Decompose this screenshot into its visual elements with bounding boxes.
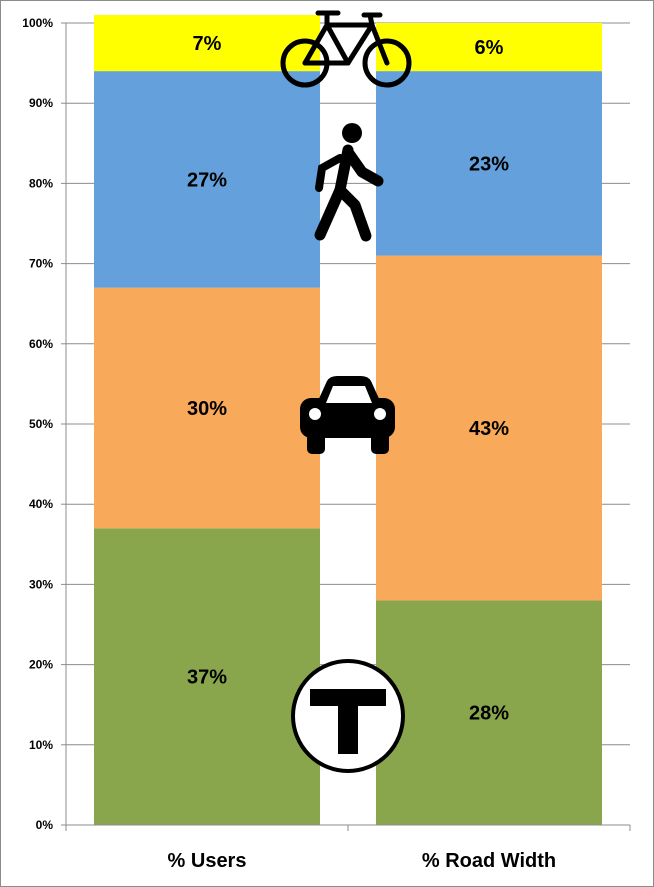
data-label: 6% — [475, 37, 504, 59]
pedestrian-icon — [314, 123, 384, 242]
data-label: 43% — [469, 418, 509, 440]
car-icon — [300, 376, 395, 454]
bar-segment-transit-t — [376, 600, 602, 825]
y-tick-label: 20% — [29, 658, 53, 672]
data-label: 7% — [193, 33, 222, 55]
y-tick-label: 80% — [29, 176, 53, 190]
category-label: % Road Width — [422, 850, 556, 872]
mode-icons — [280, 10, 412, 773]
y-tick-label: 60% — [29, 337, 53, 351]
y-tick-label: 50% — [29, 417, 53, 431]
bar-segment-pedestrian — [376, 71, 602, 256]
bar-segment-pedestrian — [94, 71, 320, 288]
y-tick-label: 70% — [29, 257, 53, 271]
data-label: 37% — [187, 667, 227, 689]
bars — [94, 14, 602, 825]
bar-segment-transit-t — [94, 528, 320, 825]
category-label: % Users — [168, 850, 247, 872]
transit-t-icon — [291, 659, 405, 773]
bar-segment-car — [376, 255, 602, 601]
data-label: 30% — [187, 398, 227, 420]
data-label: 28% — [469, 703, 509, 725]
y-tick-label: 30% — [29, 577, 53, 591]
y-tick-label: 0% — [36, 818, 54, 832]
data-label: 27% — [187, 169, 227, 191]
y-tick-label: 10% — [29, 738, 53, 752]
bicycle-icon — [280, 10, 412, 88]
y-tick-label: 40% — [29, 497, 53, 511]
y-tick-label: 90% — [29, 96, 53, 110]
data-labels: 37% 30% 27% 7% 28% 43% 23% 6% — [187, 33, 509, 725]
bar-segment-car — [94, 287, 320, 529]
y-tick-label: 100% — [22, 16, 53, 30]
data-label: 23% — [469, 153, 509, 175]
axes: 0% 10% 20% 30% 40% 50% 60% 70% 80% 90% 100% % Users… — [22, 16, 631, 872]
bar-segment-bicycle — [376, 23, 602, 72]
